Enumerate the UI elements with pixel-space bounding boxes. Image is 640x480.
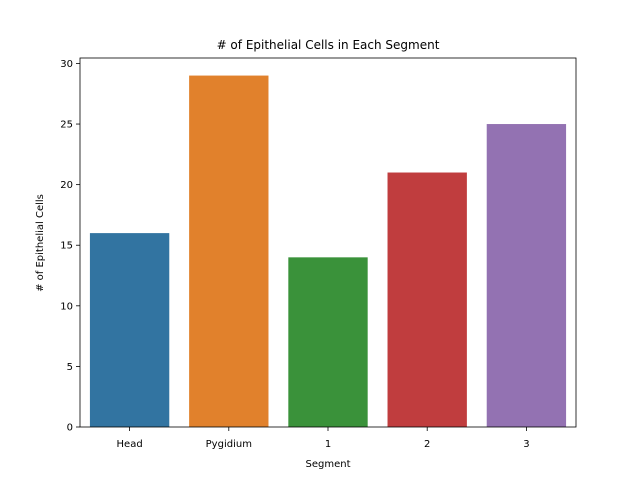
y-tick-label: 10	[60, 301, 73, 312]
bar-head	[89, 233, 170, 427]
x-tick-label: 1	[325, 439, 331, 450]
x-axis: Head Pygidium 1 2 3	[117, 427, 530, 450]
y-axis: 0 5 10 15 20 25 30	[60, 59, 80, 434]
y-tick-label: 30	[60, 59, 73, 70]
y-tick-label: 5	[67, 362, 73, 373]
x-tick-label: 3	[523, 439, 529, 450]
bar-2	[387, 172, 467, 427]
x-tick-label: Head	[117, 439, 143, 450]
x-tick-label: Pygidium	[206, 439, 252, 450]
y-tick-label: 15	[60, 241, 73, 252]
bar-1	[288, 257, 368, 427]
x-tick-label: 2	[424, 439, 430, 450]
bar-3	[486, 124, 567, 427]
x-axis-label: Segment	[306, 459, 351, 470]
plot-frame	[79, 57, 577, 428]
y-tick-label: 20	[60, 180, 73, 191]
y-tick-label: 25	[60, 120, 73, 131]
y-axis-label: # of Epithelial Cells	[35, 194, 46, 292]
bar-pygidium	[189, 75, 269, 427]
chart-title: # of Epithelial Cells in Each Segment	[217, 38, 440, 52]
bars-group	[89, 75, 567, 427]
y-tick-label: 0	[67, 423, 73, 434]
